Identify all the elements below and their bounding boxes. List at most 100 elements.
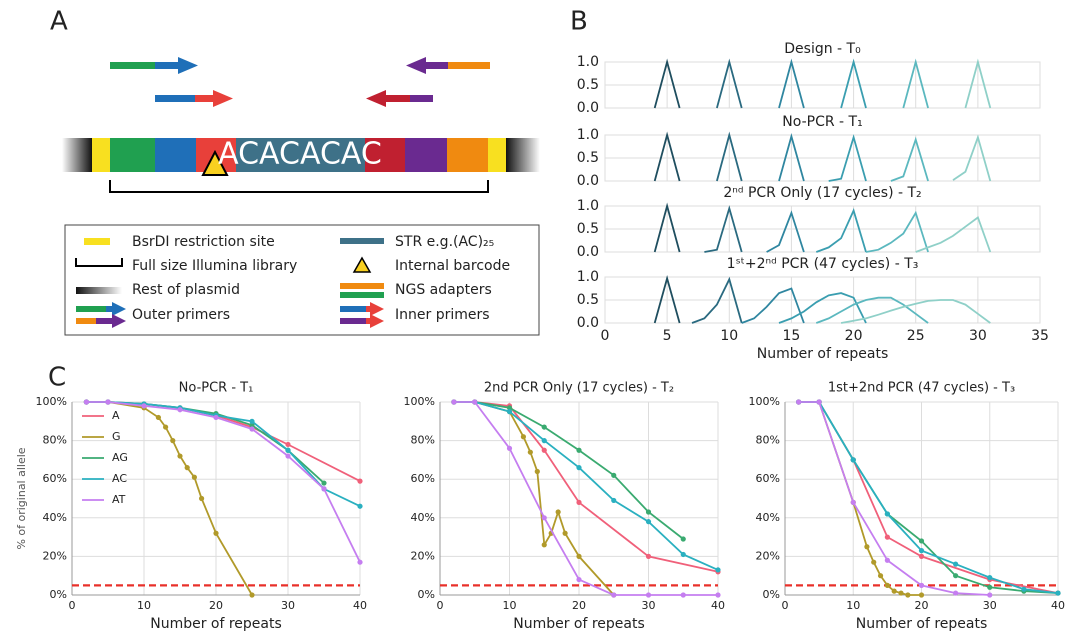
y-tick-label: 80% bbox=[411, 434, 435, 447]
series-line bbox=[766, 210, 805, 253]
series-line bbox=[952, 134, 992, 182]
data-point bbox=[645, 553, 652, 560]
x-tick-label: 30 bbox=[281, 599, 295, 612]
y-tick-label: 0.0 bbox=[577, 173, 599, 189]
data-point bbox=[850, 457, 856, 463]
y-tick-label: 0.5 bbox=[577, 77, 599, 93]
data-point bbox=[576, 447, 582, 453]
data-point bbox=[285, 453, 291, 459]
data-point bbox=[680, 536, 686, 542]
data-point bbox=[213, 414, 219, 421]
series-line bbox=[840, 58, 867, 109]
data-point bbox=[645, 519, 652, 525]
data-point bbox=[562, 530, 568, 536]
y-tick-label: 40% bbox=[43, 511, 67, 524]
series-line bbox=[798, 401, 922, 596]
panel-label: B bbox=[570, 7, 588, 37]
x-tick-label: 10 bbox=[720, 328, 738, 344]
data-point bbox=[249, 426, 255, 432]
series-line bbox=[815, 296, 929, 324]
series-line bbox=[964, 58, 992, 109]
data-point bbox=[321, 480, 327, 486]
x-tick-label: 20 bbox=[209, 599, 223, 612]
data-point bbox=[1055, 590, 1061, 596]
data-point bbox=[918, 592, 925, 598]
x-tick-label: 30 bbox=[642, 599, 656, 612]
x-tick-label: 30 bbox=[983, 599, 997, 612]
legend-label: G bbox=[112, 430, 121, 443]
data-point bbox=[506, 405, 513, 411]
data-point bbox=[576, 576, 582, 583]
series-line bbox=[778, 133, 805, 182]
data-point bbox=[850, 499, 856, 505]
data-point bbox=[884, 534, 890, 540]
subplot-title: No-PCR - T₁ bbox=[782, 114, 862, 130]
x-tick-label: 5 bbox=[663, 328, 672, 344]
data-point bbox=[141, 403, 147, 409]
data-point bbox=[918, 548, 925, 554]
legend-label: STR e.g.(AC)₂₅ bbox=[395, 234, 494, 250]
x-axis-label: Number of repeats bbox=[513, 616, 645, 632]
subplot-title: 1ˢᵗ+2ⁿᵈ PCR (47 cycles) - T₃ bbox=[727, 256, 919, 272]
subplot-title: 2ⁿᵈ PCR Only (17 cycles) - T₂ bbox=[723, 185, 921, 201]
data-point bbox=[611, 592, 617, 598]
data-point bbox=[177, 407, 183, 413]
data-point bbox=[715, 567, 721, 573]
data-point bbox=[884, 582, 890, 588]
data-point bbox=[611, 472, 617, 478]
x-tick-label: 0 bbox=[69, 599, 76, 612]
x-tick-label: 10 bbox=[503, 599, 517, 612]
series-line bbox=[840, 299, 991, 324]
y-tick-label: 20% bbox=[756, 549, 780, 562]
data-point bbox=[534, 468, 540, 475]
data-point bbox=[163, 424, 169, 430]
data-point bbox=[191, 474, 197, 480]
legend-label: Outer primers bbox=[132, 307, 230, 323]
diagram-legend bbox=[64, 224, 540, 336]
series-line bbox=[798, 401, 1059, 594]
legend-label: BsrDI restriction site bbox=[132, 234, 275, 250]
y-tick-label: 100% bbox=[404, 395, 435, 408]
series-line bbox=[86, 401, 253, 596]
data-point bbox=[611, 497, 617, 504]
data-point bbox=[357, 559, 363, 565]
x-tick-label: 0 bbox=[437, 599, 444, 612]
legend-label: Full size Illumina library bbox=[132, 258, 297, 274]
panel-label: A bbox=[50, 7, 68, 37]
data-point bbox=[953, 573, 959, 579]
data-point bbox=[472, 399, 478, 405]
y-tick-label: 80% bbox=[43, 434, 67, 447]
series-line bbox=[778, 58, 805, 109]
data-point bbox=[884, 511, 890, 517]
x-tick-label: 30 bbox=[969, 328, 987, 344]
chart-title: No-PCR - T₁ bbox=[179, 381, 254, 396]
data-point bbox=[285, 441, 291, 448]
series-line bbox=[704, 205, 743, 253]
data-point bbox=[645, 592, 652, 598]
y-axis-label: % of original allele bbox=[15, 447, 28, 549]
data-point bbox=[905, 592, 911, 598]
series-line bbox=[865, 210, 929, 253]
legend-label: Internal barcode bbox=[395, 258, 510, 274]
y-tick-label: 1.0 bbox=[577, 54, 599, 70]
data-point bbox=[645, 509, 652, 515]
series-line bbox=[828, 134, 867, 182]
x-tick-label: 15 bbox=[783, 328, 801, 344]
str-text: ACACACAC bbox=[218, 137, 382, 172]
legend-label: Rest of plasmid bbox=[132, 282, 240, 298]
data-point bbox=[918, 553, 925, 560]
data-point bbox=[451, 399, 457, 405]
y-tick-label: 0.5 bbox=[577, 150, 599, 166]
subplot-title: Design - T₀ bbox=[784, 41, 861, 57]
series-line bbox=[902, 58, 929, 109]
data-point bbox=[184, 465, 190, 471]
data-point bbox=[891, 588, 897, 594]
panel-label: C bbox=[48, 363, 66, 393]
x-tick-label: 0 bbox=[782, 599, 789, 612]
data-point bbox=[506, 409, 513, 415]
data-point bbox=[1021, 586, 1027, 592]
chart-title: 2nd PCR Only (17 cycles) - T₂ bbox=[484, 381, 674, 396]
primers bbox=[110, 57, 490, 107]
y-tick-label: 0.0 bbox=[577, 315, 599, 331]
y-tick-label: 40% bbox=[411, 511, 435, 524]
